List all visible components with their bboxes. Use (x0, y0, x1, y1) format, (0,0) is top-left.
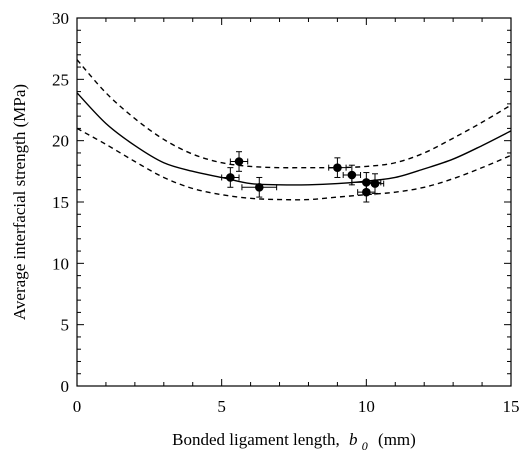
data-point-marker (362, 188, 371, 197)
data-point-marker (371, 179, 380, 188)
data-point-marker (333, 163, 342, 172)
y-axis-title: Average interfacial strength (MPa) (10, 84, 29, 320)
x-axis-title-symbol: b (349, 430, 358, 449)
data-point-marker (348, 171, 357, 180)
x-axis-title: Bonded ligament length, b 0 (mm) (172, 430, 416, 454)
data-point-marker (226, 173, 235, 182)
y-tick-label: 0 (61, 377, 70, 396)
data-point-0 (222, 168, 239, 188)
data-point-2 (242, 177, 277, 197)
x-axis-title-unit: (mm) (378, 430, 416, 449)
plot-frame (77, 18, 511, 386)
solid-curve-1 (77, 93, 511, 185)
x-tick-label: 15 (503, 397, 520, 416)
data-point-1 (230, 152, 247, 172)
x-tick-label: 10 (358, 397, 375, 416)
axes: 0 5 10 15 20 25 30 0 5 10 15 (52, 9, 520, 416)
x-axis-title-text: Bonded ligament length, (172, 430, 340, 449)
plot-area (77, 60, 511, 202)
x-tick-label: 0 (73, 397, 82, 416)
data-point-marker (255, 183, 264, 192)
y-tick-label: 25 (52, 70, 69, 89)
x-tick-label: 5 (217, 397, 226, 416)
y-tick-label: 15 (52, 193, 69, 212)
y-tick-label: 20 (52, 132, 69, 151)
y-tick-label: 30 (52, 9, 69, 28)
x-axis-title-subscript: 0 (362, 439, 368, 453)
y-tick-label: 5 (61, 316, 70, 335)
dashed-curve-2 (77, 60, 511, 168)
data-point-marker (235, 157, 244, 166)
y-tick-label: 10 (52, 254, 69, 273)
dashed-curve-3 (77, 128, 511, 199)
